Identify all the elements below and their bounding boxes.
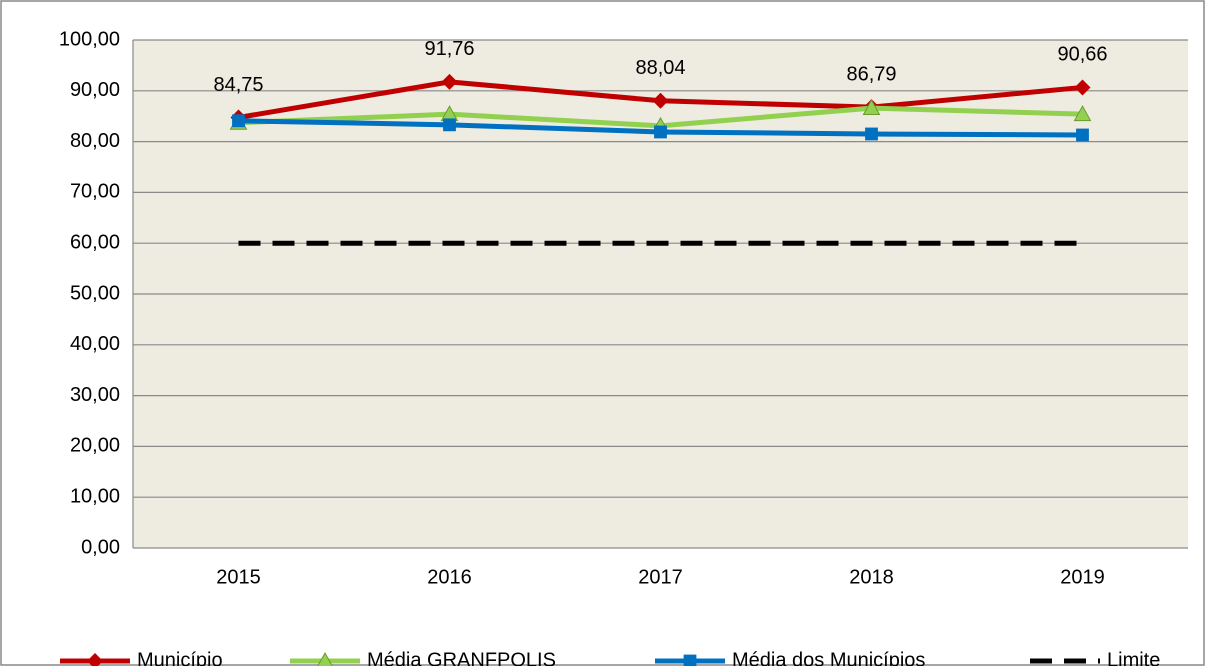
legend-label: Município (137, 649, 223, 666)
y-tick-label: 100,00 (59, 28, 120, 50)
y-tick-label: 30,00 (70, 384, 120, 406)
data-label: 90,66 (1057, 44, 1107, 66)
y-tick-label: 0,00 (81, 536, 120, 558)
legend-label: Média GRANFPOLIS (367, 649, 556, 666)
marker (232, 114, 245, 128)
marker (1074, 79, 1091, 96)
y-tick-label: 90,00 (70, 79, 120, 101)
legend-label: Média dos Municípios (732, 649, 925, 666)
marker (652, 92, 669, 109)
legend-label: Limite (1107, 649, 1160, 666)
y-tick-label: 70,00 (70, 181, 120, 203)
x-tick-label: 2019 (1060, 566, 1105, 588)
data-label: 91,76 (424, 38, 474, 60)
y-tick-label: 80,00 (70, 130, 120, 152)
y-tick-label: 10,00 (70, 485, 120, 507)
x-tick-label: 2017 (638, 566, 683, 588)
marker (683, 654, 697, 666)
x-tick-label: 2016 (427, 566, 472, 588)
data-label: 86,79 (846, 63, 896, 85)
data-label: 84,75 (213, 74, 263, 96)
marker (1073, 105, 1092, 122)
marker (654, 125, 667, 139)
marker (87, 653, 103, 666)
y-tick-label: 60,00 (70, 231, 120, 253)
marker (1076, 128, 1089, 142)
marker (862, 99, 881, 115)
data-label: 88,04 (635, 57, 685, 79)
marker (317, 651, 333, 666)
x-tick-label: 2018 (849, 566, 894, 588)
marker (441, 73, 458, 90)
marker (443, 118, 456, 132)
y-tick-label: 50,00 (70, 282, 120, 304)
y-tick-label: 20,00 (70, 435, 120, 457)
x-tick-label: 2015 (216, 566, 261, 588)
y-tick-label: 40,00 (70, 333, 120, 355)
marker (865, 127, 878, 141)
